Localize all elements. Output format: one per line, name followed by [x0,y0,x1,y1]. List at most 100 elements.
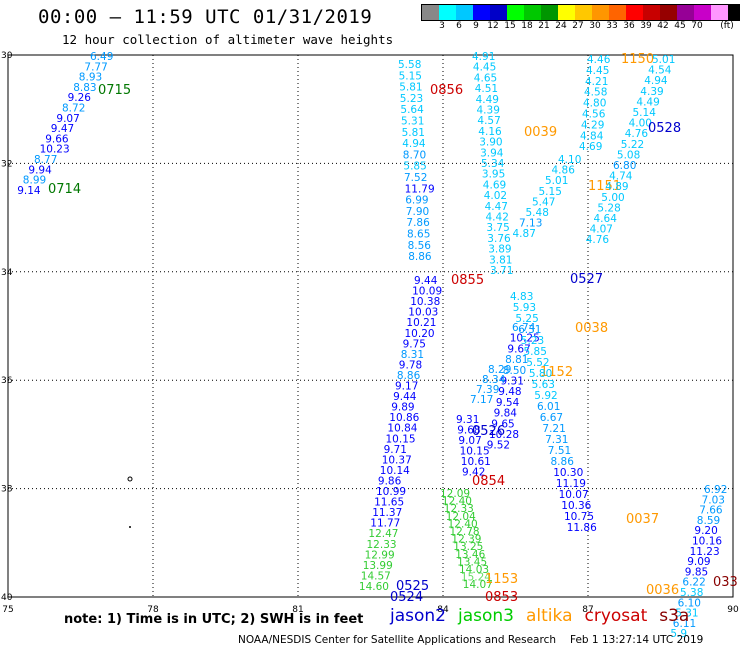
island-marker [129,526,131,528]
swh-value-label: 9.44 [414,275,438,287]
swh-value-label: 10.61 [461,456,491,468]
swh-value-label: 5.01 [652,54,675,66]
swh-value-label: 5.93 [513,302,536,314]
color-swatch [677,5,694,20]
swh-value-label: 4.54 [648,65,672,77]
swh-value-label: 10.09 [412,286,442,298]
swh-value-label: 5.15 [399,70,422,82]
swh-value-label: 9.14 [17,185,41,197]
color-scale-tick-label: 24 [555,21,567,31]
swh-value-label: 13.45 [457,556,487,568]
swh-value-label: 9.78 [399,359,422,371]
swh-value-label: 4.89 [605,181,628,193]
swh-value-label: 7.03 [702,494,725,506]
color-scale-tick-label: 42 [657,21,669,31]
track-time-label: 1151 [588,179,621,194]
track-time-label: 0039 [524,125,557,140]
swh-value-label: 8.56 [408,240,432,252]
swh-value-label: 13.99 [363,560,393,572]
swh-value-label: 11.79 [405,183,435,195]
swh-value-label: 3.89 [488,244,511,256]
track-time-label: 0036 [646,583,679,598]
y-tick-label: 36 [1,376,13,386]
swh-value-label: 9.65 [491,418,514,430]
island-marker [127,476,133,482]
swh-value-label: 4.94 [644,75,668,87]
swh-value-label: 8.93 [79,72,102,84]
swh-value-label: 9.66 [45,133,69,145]
swh-value-label: 8.70 [403,149,426,161]
swh-value-label: 5.23 [521,335,544,347]
swh-value-label: 12.47 [368,528,398,540]
swh-value-label: 3.71 [490,265,513,277]
color-swatch [643,5,660,20]
color-scale-tick-label: 18 [521,21,533,31]
swh-value-label: 10.84 [387,423,417,435]
swh-value-label: 7.77 [84,61,107,73]
color-scale-tick-label: 15 [504,21,516,31]
swh-value-label: 9.31 [501,376,524,388]
swh-value-label: 8.86 [551,456,575,468]
color-swatch [711,5,728,20]
swh-value-label: 7.51 [548,445,571,457]
swh-value-label: 4.64 [594,213,618,225]
swh-value-label: 4.56 [582,109,606,121]
track-time-label: 0037 [626,512,659,527]
swh-value-label: 5.47 [532,196,555,208]
swh-value-label: 4.45 [586,65,609,77]
swh-value-label: 4.29 [581,119,604,131]
track-time-label: 0527 [570,272,603,287]
track-time-label: 0528 [648,121,681,136]
track-time-label: 0853 [485,590,518,605]
swh-value-label: 4.58 [584,87,607,99]
swh-value-label: 4.10 [558,154,581,166]
swh-value-label: 4.76 [625,128,649,140]
swh-value-label: 7.21 [542,423,565,435]
swh-value-label: 6.99 [405,195,428,207]
swh-value-label: 6.11 [673,618,696,630]
swh-value-label: 6.67 [540,412,563,424]
color-swatch [609,5,626,20]
swh-value-label: 9.26 [68,92,92,104]
swh-value-label: 6.31 [518,324,541,336]
swh-value-label: 7.66 [699,505,723,517]
swh-value-label: 5.34 [481,158,505,170]
swh-value-label: 10.99 [376,486,406,498]
legend-item-jason3: jason3 [458,606,514,626]
x-tick-label: 90 [727,605,739,615]
color-swatch [473,5,490,20]
swh-value-label: 9.71 [384,444,407,456]
swh-value-label: 3.95 [482,169,505,181]
swh-value-label: 5.31 [401,116,424,128]
color-scale-tick-label: 36 [623,21,635,31]
swh-value-label: 9.89 [391,402,414,414]
y-tick-label: 34 [1,268,13,278]
color-scale-tick-label: 33 [606,21,618,31]
timestamp-text: Feb 1 13:27:14 UTC 2019 [570,634,704,646]
swh-value-label: 10.03 [408,307,438,319]
track-time-label: 0856 [430,83,463,98]
swh-value-label: 9.07 [458,435,481,447]
swh-value-label: 5.08 [617,149,640,161]
swh-value-label: 5.64 [400,104,424,116]
swh-value-label: 9.42 [462,467,485,479]
swh-value-label: 14.60 [359,581,389,593]
track-time-label: 033 [713,575,738,590]
swh-value-label: 9.44 [393,391,417,403]
swh-value-label: 11.86 [567,522,597,534]
track-time-label: 1150 [621,52,654,67]
color-swatch [507,5,524,20]
swh-value-label: 5.63 [532,379,555,391]
swh-value-label: 12.33 [444,503,474,515]
color-scale-tick-label: 9 [473,21,479,31]
color-swatch [439,5,456,20]
swh-value-label: 4.07 [590,224,613,236]
swh-value-label: 3.94 [480,147,504,159]
swh-value-label: 3.75 [486,222,509,234]
swh-value-label: 4.45 [473,62,496,74]
swh-value-label: 6.92 [704,484,727,496]
swh-value-label: 10.07 [559,489,589,501]
swh-value-label: 5.81 [399,82,422,94]
swh-value-label: 12.33 [367,539,397,551]
swh-value-label: 5.25 [515,313,538,325]
